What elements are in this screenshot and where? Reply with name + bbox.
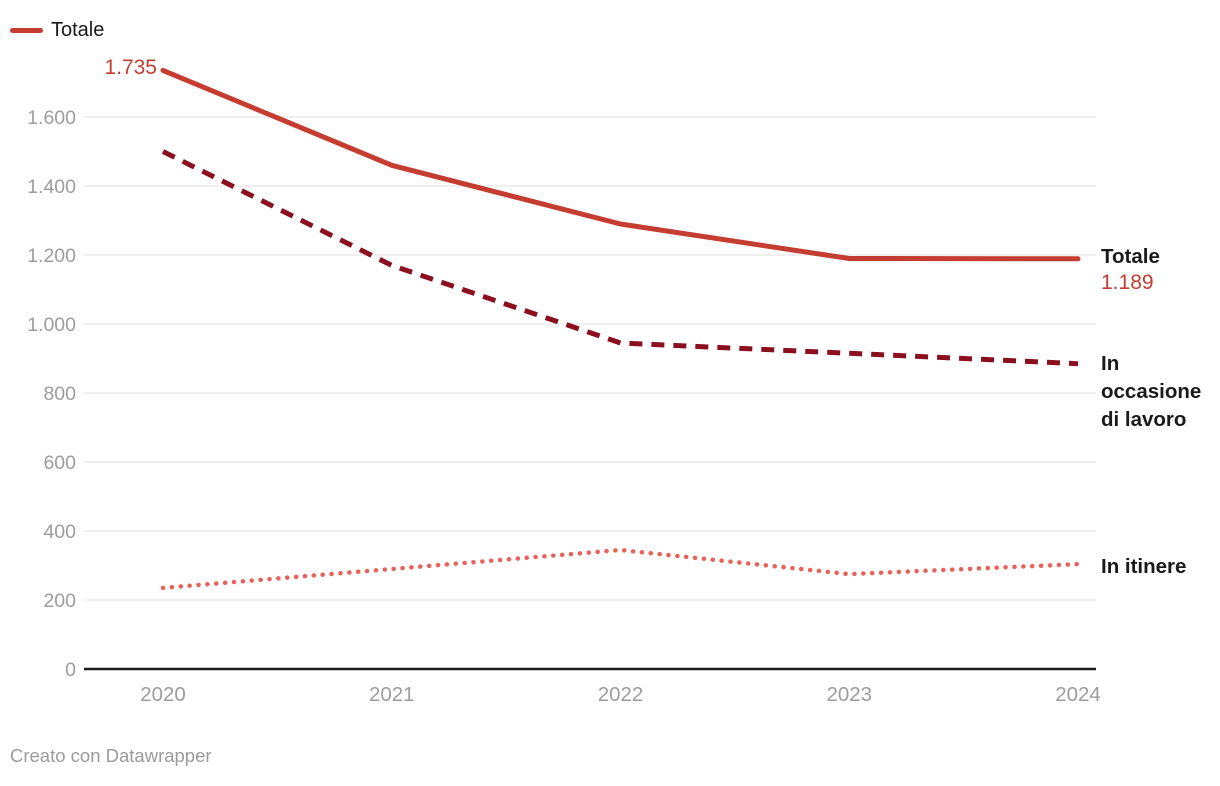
x-tick-label: 2023 — [826, 683, 872, 706]
series-line-dashed — [161, 149, 1079, 367]
series-line-solid — [160, 67, 1081, 262]
y-tick-label: 1.200 — [27, 245, 76, 267]
y-tick-label: 0 — [65, 659, 76, 681]
series-end-label-itinere: In itinere — [1101, 555, 1187, 578]
y-tick-label: 1.400 — [27, 176, 76, 198]
legend-label: Totale — [51, 19, 105, 41]
legend-line-swatch — [10, 27, 43, 33]
attribution-text: Creato con Datawrapper — [10, 745, 212, 766]
y-tick-label: 1.000 — [27, 314, 76, 336]
x-tick-label: 2020 — [140, 683, 186, 706]
y-tick-label: 1.600 — [27, 107, 76, 129]
series-end-label-occasione: In occasione di lavoro — [1101, 352, 1202, 431]
start-value-label: 1.735 — [104, 56, 157, 79]
series-line-dotted — [160, 547, 1081, 591]
x-tick-label: 2022 — [598, 683, 644, 706]
y-tick-label: 800 — [43, 383, 76, 405]
y-tick-label: 200 — [43, 590, 76, 612]
series-end-value-totale: 1.189 — [1101, 271, 1154, 294]
legend: Totale — [10, 18, 104, 42]
x-tick-label: 2021 — [369, 683, 415, 706]
x-tick-label: 2024 — [1055, 683, 1101, 706]
y-tick-label: 400 — [43, 521, 76, 543]
series-end-label-totale: Totale — [1101, 245, 1160, 268]
y-tick-label: 600 — [43, 452, 76, 474]
